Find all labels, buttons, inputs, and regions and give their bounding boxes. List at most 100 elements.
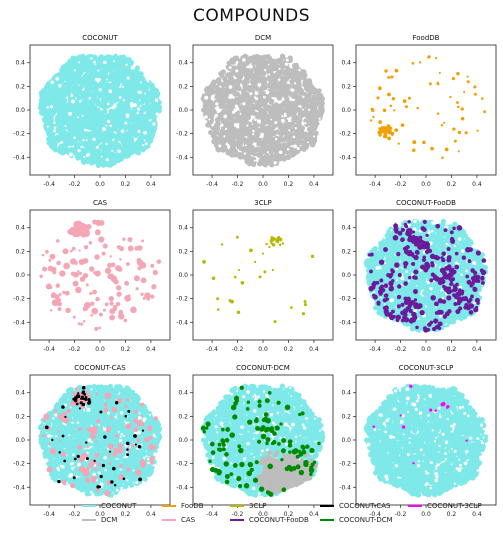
gap-mark	[278, 150, 283, 155]
x-tick-label: 0.4	[146, 181, 156, 188]
point-foodb	[390, 131, 395, 136]
point-dcm	[293, 99, 299, 106]
gap-mark	[252, 130, 255, 133]
y-tick-label: 0.4	[341, 60, 351, 67]
point-cas	[112, 304, 118, 310]
point-dcm	[229, 134, 235, 140]
point-foodb	[386, 126, 390, 130]
point-foodb	[457, 105, 460, 109]
point-dcm	[245, 111, 251, 117]
point-cas	[92, 219, 98, 225]
point-coconut	[54, 128, 60, 134]
point-coconut	[112, 73, 119, 80]
y-tick-label: 0.4	[15, 225, 25, 232]
y-tick-label: -0.4	[176, 319, 188, 326]
point-dcm	[285, 105, 291, 111]
point-dcm	[216, 76, 222, 83]
point-cas	[102, 243, 108, 249]
point-coconut	[143, 126, 149, 132]
point-coconut	[121, 135, 127, 141]
point-dcm	[268, 78, 274, 84]
subplot-coconut-foodb: COCONUT-FooDB-0.4 -0.2 0.0 0.2 0.4-0.4-0.20.…	[339, 199, 497, 353]
point-cas	[74, 231, 81, 238]
gap-mark	[204, 95, 209, 100]
point-coconut	[123, 81, 129, 87]
point-coconut	[146, 138, 153, 144]
point-dcm	[278, 112, 285, 118]
point-dcm	[214, 85, 221, 91]
point-cas	[152, 269, 158, 276]
point-3clp	[228, 299, 232, 303]
point-3clp	[272, 237, 276, 241]
point-cas	[71, 246, 76, 251]
x-tick-label: 0.0	[421, 181, 431, 188]
point-coconut	[71, 148, 78, 154]
gap-mark	[271, 55, 276, 59]
point-cas	[144, 292, 151, 299]
point-coconut	[121, 143, 127, 149]
gap-mark	[228, 85, 233, 89]
axes-frame	[192, 209, 334, 341]
gap-mark	[146, 80, 150, 83]
point-coconut	[59, 112, 65, 119]
gap-mark	[274, 121, 278, 125]
point-foodb	[412, 148, 416, 152]
gap-mark	[242, 102, 246, 106]
point-cas	[64, 290, 70, 296]
point-3clp	[237, 269, 241, 272]
point-cas	[104, 302, 109, 307]
point-foodb	[383, 134, 388, 139]
gap-mark	[97, 69, 100, 72]
point-foodb	[372, 115, 375, 119]
point-cas	[90, 301, 95, 306]
point-cas	[78, 225, 84, 231]
point-dcm	[217, 96, 223, 102]
point-coconut	[66, 119, 72, 125]
gap-mark	[90, 57, 93, 60]
point-coconut	[140, 115, 146, 121]
point-cas	[95, 296, 100, 302]
point-cas	[141, 239, 145, 243]
point-coconut	[72, 64, 78, 70]
point-dcm	[245, 114, 251, 121]
gap-mark	[118, 96, 122, 99]
point-coconut	[85, 54, 92, 60]
gap-mark	[219, 85, 222, 88]
point-cas	[47, 265, 54, 272]
point-dcm	[308, 104, 314, 110]
point-coconut	[89, 76, 95, 83]
gap-mark	[285, 58, 289, 62]
x-tick-label: -0.2	[232, 346, 244, 353]
point-coconut	[130, 79, 136, 85]
point-coconut	[66, 103, 72, 109]
point-foodb	[380, 130, 383, 133]
point-dcm	[307, 111, 314, 118]
point-coconut	[68, 64, 74, 70]
point-dcm	[253, 71, 259, 77]
point-3clp	[290, 306, 293, 309]
gap-mark	[223, 114, 228, 119]
point-dcm	[313, 130, 319, 136]
point-dcm	[266, 119, 272, 125]
x-tick-label: -0.2	[395, 181, 407, 188]
point-foodb	[407, 96, 411, 100]
point-3clp	[265, 242, 268, 246]
point-dcm	[277, 156, 283, 162]
point-dcm	[289, 102, 295, 108]
y-tick-label: -0.2	[13, 131, 25, 138]
x-tick-label: -0.2	[69, 346, 81, 353]
x-tick-label: -0.2	[69, 181, 81, 188]
point-coconut	[77, 67, 83, 73]
y-tick-label: 0.4	[178, 60, 188, 67]
point-dcm	[259, 123, 265, 129]
point-dcm	[274, 129, 280, 135]
y-tick-label: 0.0	[341, 107, 351, 114]
point-coconut	[147, 94, 153, 100]
point-cas	[122, 237, 126, 241]
point-dcm	[300, 73, 307, 79]
point-cas	[104, 267, 112, 274]
point-dcm	[270, 59, 276, 65]
x-tick-label: -0.4	[369, 181, 381, 188]
point-coconut	[129, 112, 135, 119]
